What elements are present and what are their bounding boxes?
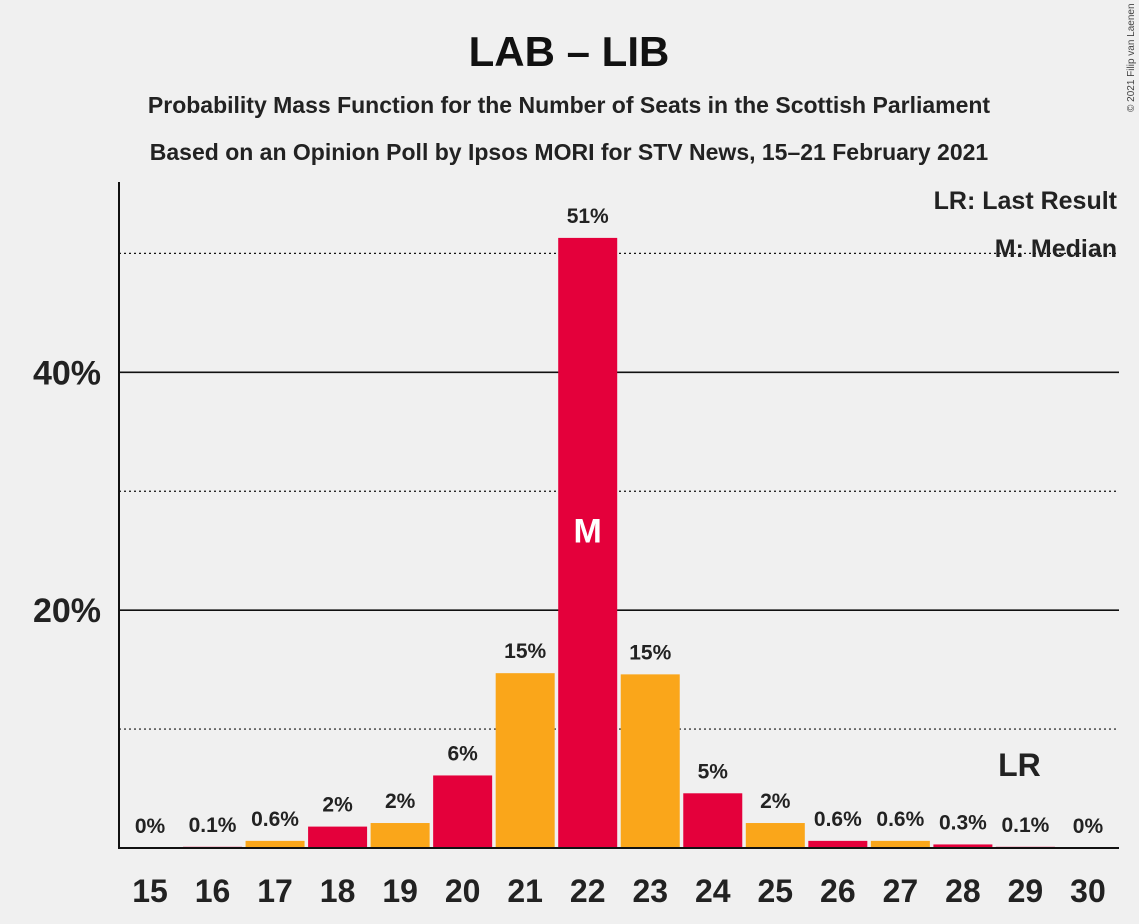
data-label-28: 0.3% [939, 811, 987, 834]
data-label-20: 6% [447, 742, 478, 765]
data-label-19: 2% [385, 790, 416, 813]
median-marker: M [574, 513, 602, 551]
x-tick-label-23: 23 [632, 873, 668, 909]
y-axis-ticks: 20% 40% [33, 354, 101, 630]
bar-25 [745, 823, 805, 848]
bar-26 [808, 840, 868, 848]
gridlines [119, 252, 1119, 730]
chart-title: LAB – LIB [469, 28, 670, 75]
data-label-27: 0.6% [876, 808, 924, 831]
x-tick-label-20: 20 [445, 873, 481, 909]
data-label-22: 51% [567, 205, 609, 228]
copyright-notice: © 2021 Filip van Laenen [1126, 3, 1137, 112]
bar-21 [495, 673, 555, 848]
data-label-30: 0% [1073, 815, 1104, 838]
bar-27 [870, 840, 930, 848]
x-tick-label-16: 16 [195, 873, 231, 909]
data-label-21: 15% [504, 640, 546, 663]
x-tick-label-17: 17 [257, 873, 293, 909]
data-labels: 0% 0.1% 0.6% 2% 2% 6% 15% 51% 15% 5% 2% 0.6% 0.6% 0.3… [135, 205, 1104, 838]
x-tick-label-30: 30 [1070, 873, 1106, 909]
x-tick-label-26: 26 [820, 873, 856, 909]
data-label-29: 0.1% [1001, 814, 1049, 837]
legend-last-result: LR: Last Result [934, 187, 1118, 215]
x-tick-label-25: 25 [758, 873, 794, 909]
bar-22 [558, 237, 618, 848]
data-label-25: 2% [760, 790, 791, 813]
bars [183, 237, 1055, 848]
bar-28 [933, 844, 993, 848]
legend-median: M: Median [995, 235, 1117, 263]
bar-17 [245, 840, 305, 848]
x-tick-label-24: 24 [695, 873, 731, 909]
data-label-26: 0.6% [814, 808, 862, 831]
x-tick-label-21: 21 [507, 873, 543, 909]
chart-subtitle-line-1: Probability Mass Function for the Number… [148, 92, 991, 118]
x-tick-label-22: 22 [570, 873, 606, 909]
x-tick-label-19: 19 [382, 873, 418, 909]
x-tick-label-15: 15 [132, 873, 168, 909]
bar-18 [308, 826, 368, 848]
x-tick-label-29: 29 [1008, 873, 1044, 909]
data-label-15: 0% [135, 815, 166, 838]
data-label-16: 0.1% [189, 814, 237, 837]
chart-subtitle-line-2: Based on an Opinion Poll by Ipsos MORI f… [150, 139, 989, 165]
data-label-23: 15% [629, 641, 671, 664]
x-tick-label-18: 18 [320, 873, 356, 909]
bar-24 [683, 793, 743, 848]
bar-19 [370, 823, 430, 848]
data-label-17: 0.6% [251, 808, 299, 831]
y-tick-label-0: 20% [33, 592, 101, 630]
bar-20 [433, 775, 493, 848]
x-tick-label-27: 27 [883, 873, 919, 909]
x-axis-ticks: 15 16 17 18 19 20 21 22 23 24 25 26 27 28 29 30 [132, 873, 1106, 909]
data-label-24: 5% [698, 760, 729, 783]
bar-23 [620, 674, 680, 848]
x-tick-label-28: 28 [945, 873, 981, 909]
data-label-18: 2% [322, 794, 353, 817]
last-result-marker: LR [998, 747, 1041, 783]
y-tick-label-1: 40% [33, 354, 101, 392]
markers: M LR [574, 513, 1041, 783]
